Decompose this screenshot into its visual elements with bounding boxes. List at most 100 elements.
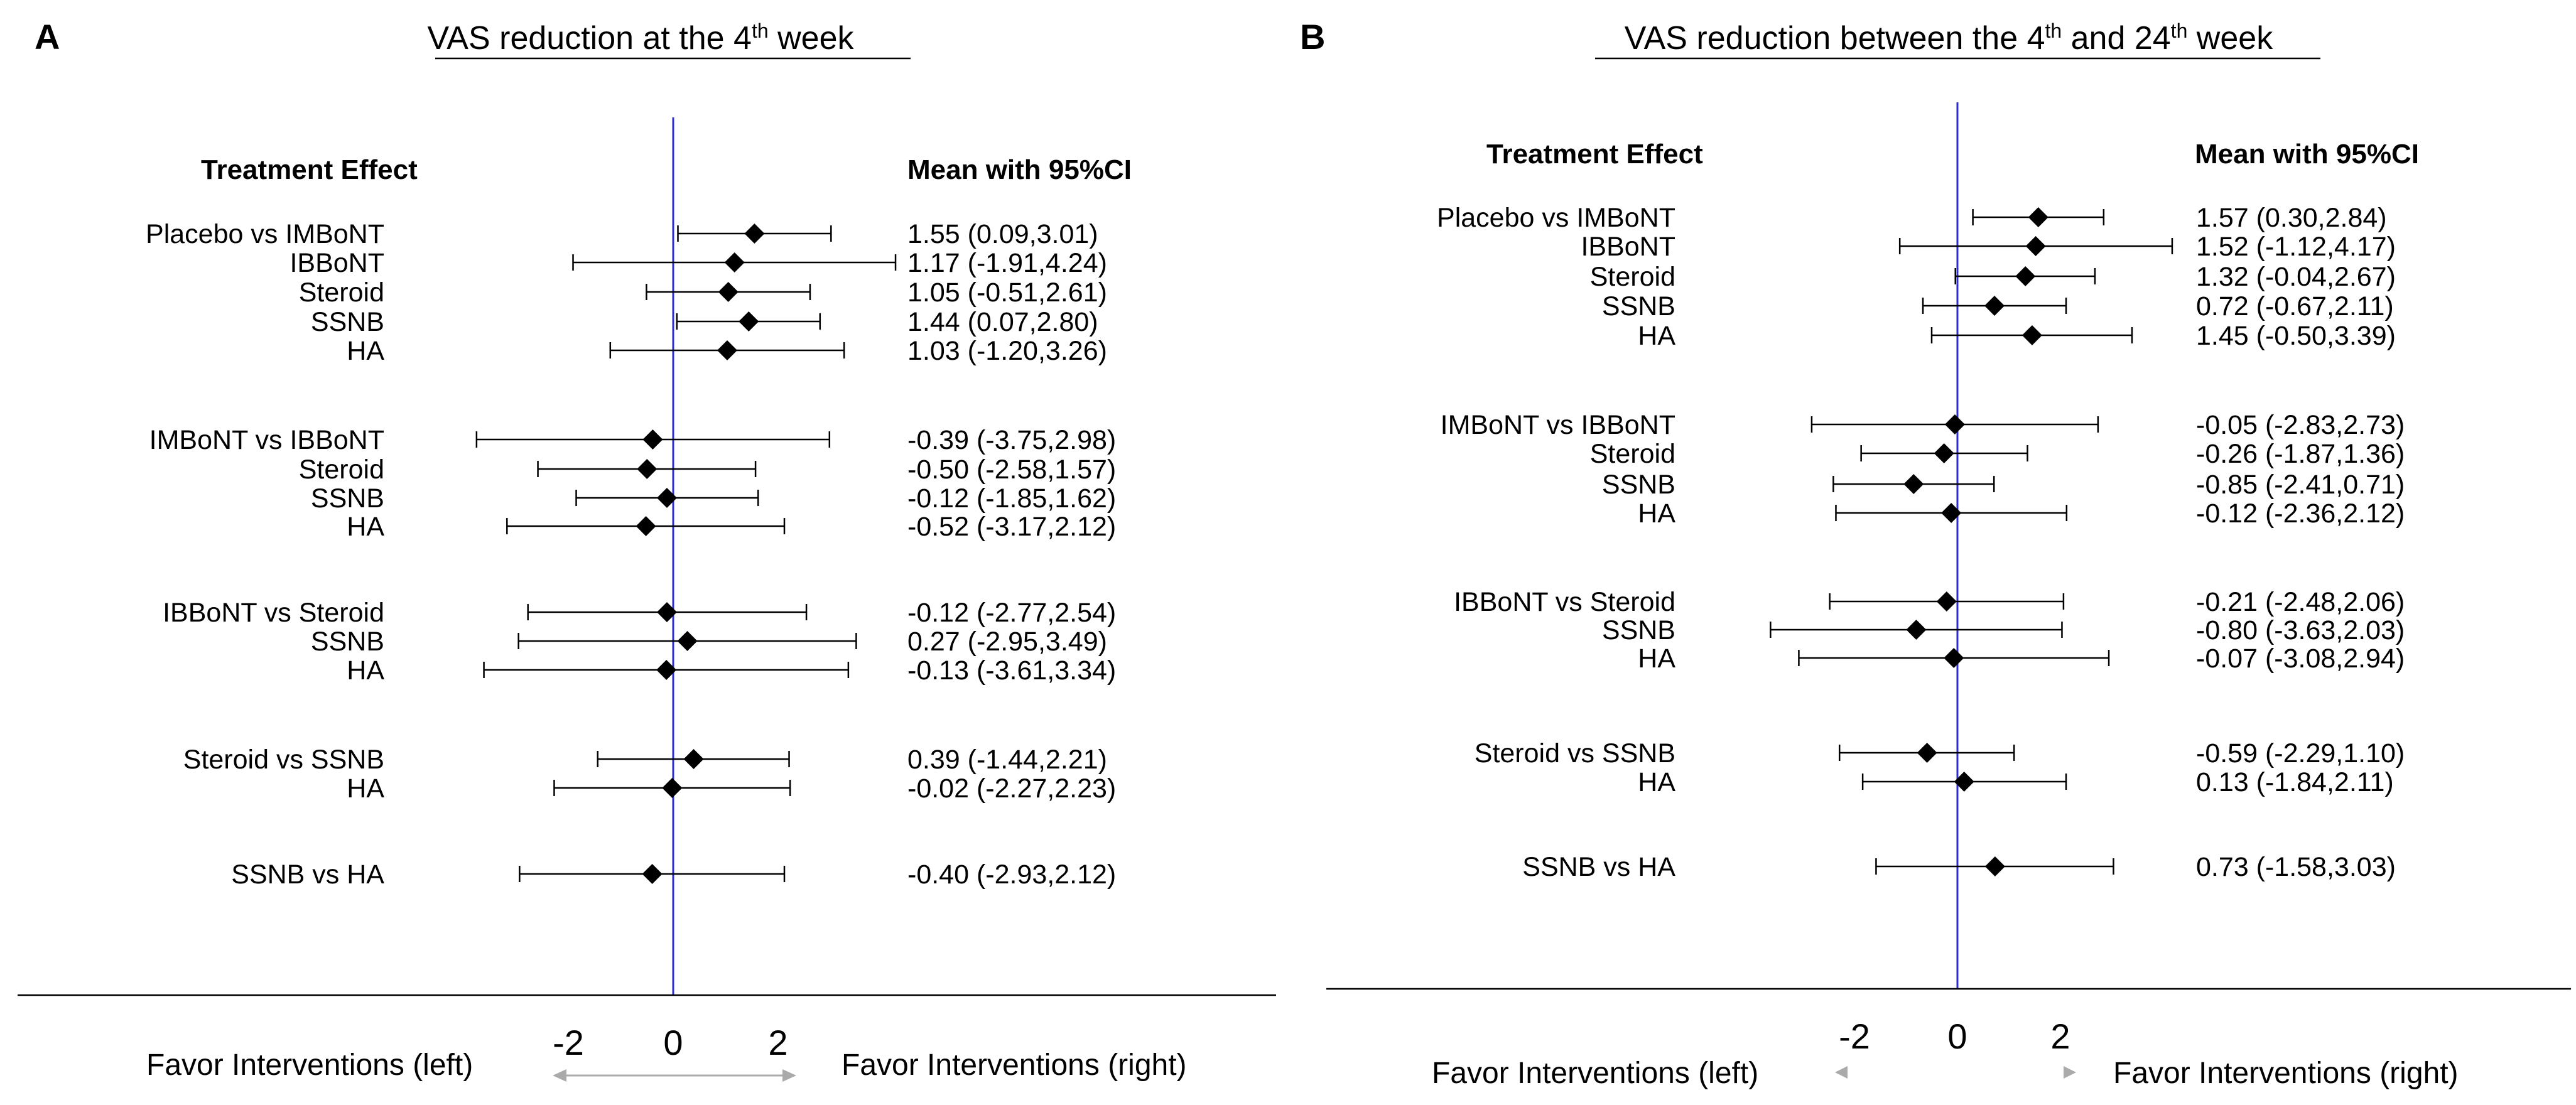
panel-b-mean-marker	[2028, 207, 2048, 227]
panel-a: A VAS reduction at the 4th week Treatmen…	[18, 17, 1276, 1082]
panel-b-row: Placebo vs IMBoNT 1.57 (0.30,2.84)	[1437, 203, 2387, 233]
panel-b-row-label: HA	[1638, 644, 1675, 674]
panel-a-mean-marker	[744, 224, 765, 244]
panel-a-mean-marker	[724, 252, 745, 272]
panel-b-row: IBBoNT 1.52 (-1.12,4.17)	[1581, 232, 2395, 262]
panel-a-estimate-text: -0.02 (-2.27,2.23)	[907, 774, 1116, 804]
panel-b-favor-right: Favor Interventions (right)	[2113, 1057, 2459, 1090]
panel-a-estimate-text: 1.17 (-1.91,4.24)	[907, 248, 1107, 278]
panel-b-tick-label: -2	[1839, 1016, 1870, 1056]
panel-a-rows: Placebo vs IMBoNT 1.55 (0.09,3.01) IBBoNT 1…	[146, 219, 1116, 890]
panel-b-row-label: IBBoNT	[1581, 232, 1675, 262]
panel-b-estimate-text: 0.73 (-1.58,3.03)	[2196, 852, 2396, 882]
panel-a-estimate-text: 1.03 (-1.20,3.26)	[907, 336, 1107, 366]
panel-b-mean-marker	[2015, 266, 2036, 286]
panel-a-mean-marker	[656, 488, 677, 508]
panel-a-estimate-text: 1.44 (0.07,2.80)	[907, 307, 1098, 337]
panel-a-tick-label: 0	[663, 1023, 683, 1062]
panel-a-mean-marker	[739, 311, 759, 332]
panel-a-row-label: HA	[347, 512, 384, 542]
panel-b-row: SSNB vs HA 0.73 (-1.58,3.03)	[1522, 852, 2396, 882]
panel-b-row: HA -0.07 (-3.08,2.94)	[1638, 644, 2405, 674]
panel-a-estimate-text: 0.39 (-1.44,2.21)	[907, 745, 1107, 775]
panel-a-estimate-text: -0.13 (-3.61,3.34)	[907, 655, 1116, 686]
panel-b-row: IBBoNT vs Steroid -0.21 (-2.48,2.06)	[1454, 587, 2405, 617]
panel-a-x-ticks: -2 0 2	[553, 1023, 787, 1062]
panel-a-row-label: SSNB	[311, 627, 384, 657]
panel-b-tick-label: 0	[1947, 1016, 1967, 1056]
panel-b-row: HA 1.45 (-0.50,3.39)	[1638, 321, 2396, 351]
panel-b-label-header: Treatment Effect	[1486, 139, 1703, 170]
panel-a-estimate-text: 1.05 (-0.51,2.61)	[907, 278, 1107, 308]
panel-a-row-label: IBBoNT vs Steroid	[163, 598, 384, 628]
panel-b-estimate-text: -0.21 (-2.48,2.06)	[2196, 587, 2405, 617]
panel-b-estimate-text: -0.85 (-2.41,0.71)	[2196, 470, 2405, 500]
panel-b-estimate-text: -0.59 (-2.29,1.10)	[2196, 738, 2405, 768]
panel-b-mean-marker	[1934, 443, 1954, 463]
panel-a-favor-arrow-left	[553, 1069, 566, 1082]
panel-b-mean-marker	[1941, 503, 1962, 523]
panel-a-row: HA -0.52 (-3.17,2.12)	[347, 512, 1116, 542]
panel-b-row-label: Steroid vs SSNB	[1475, 738, 1675, 768]
panel-a-row: SSNB 1.44 (0.07,2.80)	[311, 307, 1098, 337]
panel-b-row: HA -0.12 (-2.36,2.12)	[1638, 499, 2405, 529]
panel-a-row-label: HA	[347, 655, 384, 686]
panel-a-mean-marker	[642, 864, 663, 884]
panel-b-ci-header: Mean with 95%CI	[2195, 139, 2419, 170]
panel-b-mean-marker	[1906, 620, 1927, 640]
panel-a-label-header: Treatment Effect	[201, 154, 418, 185]
panel-b-row-label: SSNB	[1602, 615, 1675, 645]
panel-a-ci-header: Mean with 95%CI	[907, 154, 1132, 185]
panel-b-estimate-text: -0.26 (-1.87,1.36)	[2196, 439, 2405, 469]
panel-b-row-label: Steroid	[1590, 439, 1675, 469]
panel-a-row-label: Steroid	[299, 278, 384, 308]
panel-b-mean-marker	[1954, 772, 1974, 792]
panel-b-row: SSNB -0.80 (-3.63,2.03)	[1602, 615, 2405, 645]
panel-b-mean-marker	[1984, 296, 2005, 316]
panel-a-estimate-text: 0.27 (-2.95,3.49)	[907, 627, 1107, 657]
panel-a-favor-left: Favor Interventions (left)	[146, 1048, 473, 1082]
panel-a-row-label: Steroid	[299, 455, 384, 485]
panel-b-favor-arrow-right	[2064, 1066, 2076, 1079]
panel-a-favor-right: Favor Interventions (right)	[842, 1048, 1187, 1082]
panel-a-row: Steroid 1.05 (-0.51,2.61)	[299, 278, 1107, 308]
panel-a-title: VAS reduction at the 4th week	[427, 19, 854, 57]
panel-b-mean-marker	[1944, 648, 1964, 668]
panel-a-row: Steroid -0.50 (-2.58,1.57)	[299, 455, 1117, 485]
panel-a-mean-marker	[637, 459, 658, 479]
panel-a-estimate-text: -0.12 (-1.85,1.62)	[907, 483, 1116, 514]
panel-b-mean-marker	[1903, 474, 1924, 494]
panel-b-row-label: SSNB	[1602, 470, 1675, 500]
panel-b-tick-label: 2	[2050, 1016, 2070, 1056]
panel-b-row-label: SSNB vs HA	[1522, 852, 1675, 882]
panel-b-mean-marker	[1917, 743, 1937, 763]
panel-b-mean-marker	[2021, 325, 2042, 345]
panel-a-mean-marker	[656, 602, 677, 622]
panel-b: B VAS reduction between the 4th and 24th…	[1300, 17, 2571, 1090]
panel-a-row: HA 1.03 (-1.20,3.26)	[347, 336, 1107, 366]
panel-b-rows: Placebo vs IMBoNT 1.57 (0.30,2.84) IBBoNT 1…	[1437, 203, 2405, 882]
panel-b-x-ticks: -2 0 2	[1839, 1016, 2070, 1056]
panel-a-row: IBBoNT vs Steroid -0.12 (-2.77,2.54)	[163, 598, 1116, 628]
panel-b-row-label: HA	[1638, 321, 1675, 351]
panel-b-estimate-text: 0.13 (-1.84,2.11)	[2196, 767, 2394, 797]
panel-a-row: Steroid vs SSNB 0.39 (-1.44,2.21)	[183, 745, 1107, 775]
panel-a-estimate-text: -0.52 (-3.17,2.12)	[907, 512, 1116, 542]
panel-b-favor-left: Favor Interventions (left)	[1432, 1057, 1758, 1090]
panel-b-estimate-text: -0.80 (-3.63,2.03)	[2196, 615, 2405, 645]
panel-a-mean-marker	[656, 660, 677, 680]
panel-a-estimate-text: -0.40 (-2.93,2.12)	[907, 860, 1116, 890]
panel-a-estimate-text: 1.55 (0.09,3.01)	[907, 219, 1098, 249]
panel-b-estimate-text: 1.57 (0.30,2.84)	[2196, 203, 2387, 233]
panel-a-estimate-text: -0.12 (-2.77,2.54)	[907, 598, 1116, 628]
panel-a-row-label: HA	[347, 774, 384, 804]
panel-a-row-label: Placebo vs IMBoNT	[146, 219, 384, 249]
panel-b-row-label: Steroid	[1590, 262, 1675, 292]
panel-a-row: Placebo vs IMBoNT 1.55 (0.09,3.01)	[146, 219, 1098, 249]
panel-a-row: SSNB vs HA -0.40 (-2.93,2.12)	[231, 860, 1116, 890]
panel-b-row-label: HA	[1638, 767, 1675, 797]
panel-a-row-label: IMBoNT vs IBBoNT	[149, 425, 384, 455]
panel-a-mean-marker	[636, 516, 656, 536]
panel-b-row-label: Placebo vs IMBoNT	[1437, 203, 1675, 233]
panel-a-row-label: SSNB	[311, 307, 384, 337]
